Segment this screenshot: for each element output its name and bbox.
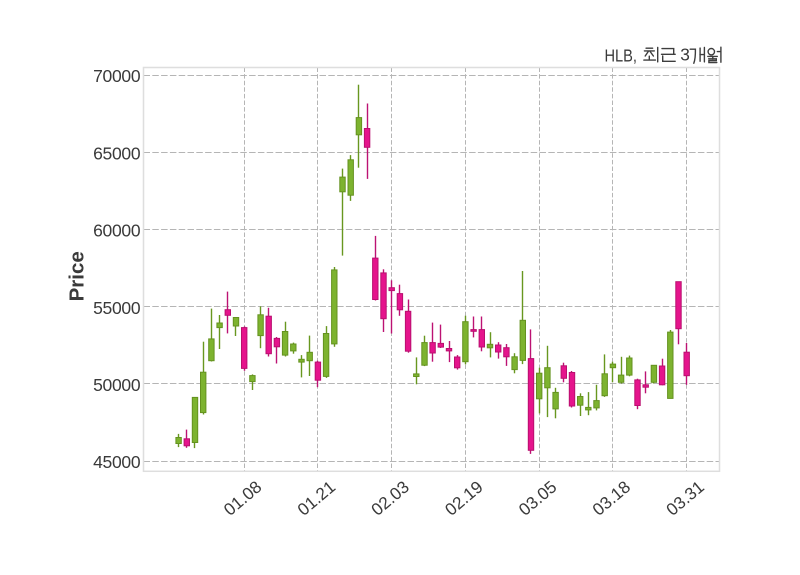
svg-text:50000: 50000 bbox=[93, 375, 141, 395]
svg-text:HLB,: HLB, bbox=[605, 45, 638, 65]
svg-text:70000: 70000 bbox=[93, 66, 141, 86]
svg-text:55000: 55000 bbox=[93, 298, 141, 318]
svg-text:45000: 45000 bbox=[93, 452, 141, 472]
svg-text:60000: 60000 bbox=[93, 221, 141, 241]
svg-text:Price: Price bbox=[65, 251, 88, 301]
svg-text:3: 3 bbox=[680, 45, 690, 65]
svg-text:65000: 65000 bbox=[93, 143, 141, 163]
